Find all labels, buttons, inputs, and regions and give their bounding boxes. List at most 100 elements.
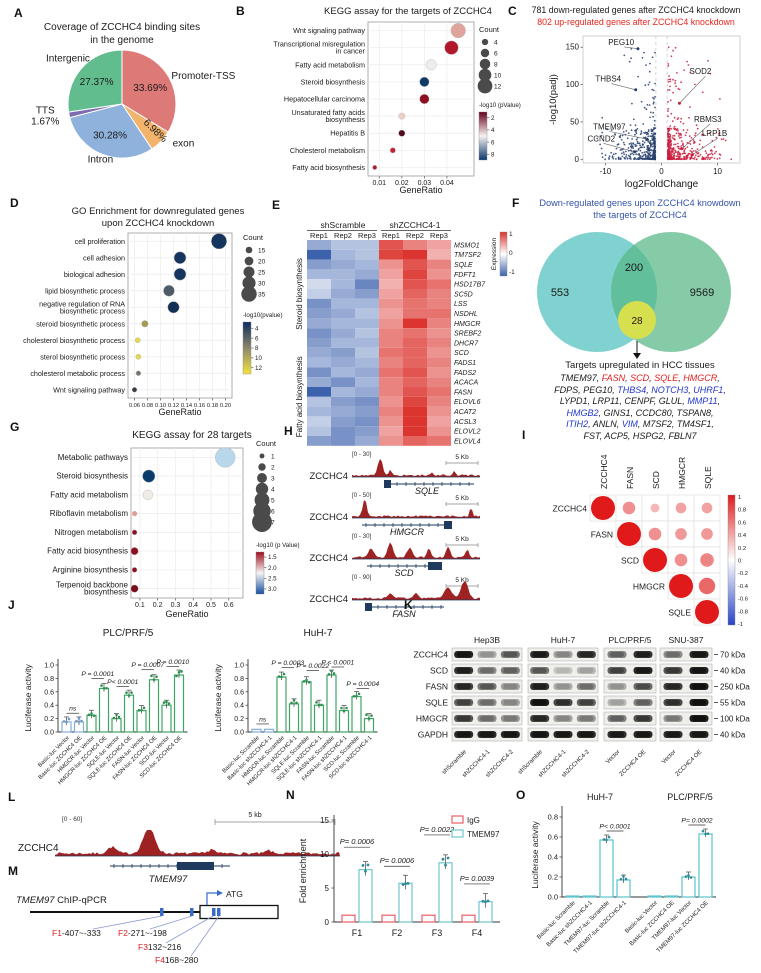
x-tick: 0.2: [153, 602, 163, 609]
corr-row-HMGCR: HMGCR: [633, 582, 665, 592]
y-tick: 10: [320, 850, 329, 859]
heatmap-cell: [331, 240, 355, 250]
bar-HMGCR-luc ZCCHC4 OE: [98, 687, 110, 733]
band-GAPDH-lane1: [454, 731, 474, 738]
dot-cholesterol biosynthetic process: [134, 337, 141, 344]
panel-j2-title: HuH-7: [303, 628, 333, 639]
heatmap-cell: [355, 308, 379, 319]
band-SQLE-lane6: [576, 699, 596, 706]
heatmap-cell: [379, 289, 403, 299]
pie-slice-Intergenic: [67, 49, 123, 113]
heatmap-cell: [427, 426, 451, 436]
heatmap-cell: [379, 259, 403, 270]
gene-point-PEG10: [636, 47, 640, 51]
legend-count-value: 8: [494, 61, 498, 68]
band-SCD-lane1: [454, 667, 474, 674]
heatmap-cell: [355, 426, 379, 436]
x-category-F2: F2: [392, 928, 403, 938]
category-label: Hepatocellular carcinoma: [284, 95, 365, 104]
heatmap-cell: [307, 406, 331, 417]
y-tick: 0.4: [548, 853, 558, 862]
panel-label-o: O: [516, 788, 526, 802]
band-SQLE-lane4: [530, 699, 550, 706]
rep-label: Rep3: [430, 231, 448, 240]
corr-dot-FASN-SCD: [648, 527, 662, 541]
band-FASN-lane7: [607, 683, 627, 690]
heatmap-cell: [355, 318, 379, 329]
heatmap-cell: [331, 377, 355, 387]
heatmap-cell: [331, 426, 355, 436]
category-label: Hepatitis B: [330, 129, 365, 138]
band-SCD-lane7: [607, 667, 627, 674]
separator: ,: [596, 373, 602, 383]
y-tick: 0: [575, 155, 580, 164]
heatmap-cell: [355, 377, 379, 387]
lane-label: ZCCHC4 OE: [619, 749, 648, 778]
category-label: cell adhesion: [83, 253, 125, 262]
gene-THBS4: THBS4: [617, 384, 647, 395]
separator: ,: [723, 384, 726, 395]
legend-color-tick: 4: [491, 127, 495, 134]
dot-cell adhesion: [173, 251, 187, 264]
gene-label-THBS4: THBS4: [595, 75, 621, 84]
scale-label: 5 Kb: [455, 495, 469, 502]
gene-label-PEG10: PEG10: [608, 38, 634, 47]
p-value-annotation: P = 0.0003: [271, 660, 304, 667]
heatmap-cell: [355, 387, 379, 397]
heatmap-cell: [403, 318, 427, 329]
panel-label-i: I: [522, 428, 526, 442]
protein-label-FASN: FASN: [426, 682, 448, 692]
separator: ,: [612, 384, 618, 395]
chipseq-peak-signal: [352, 459, 480, 477]
scale-label: 5 kb: [248, 812, 261, 819]
y-tick: 0: [325, 918, 330, 927]
dot-Terpenoid backbone: [130, 584, 139, 593]
gene-FST: FST: [583, 430, 600, 441]
pie-slice-Promoter-TSS: [121, 49, 177, 133]
atg-label: ATG: [226, 889, 243, 899]
legend-count-value: 7: [271, 519, 275, 526]
pie-pct-TTS: 1.67%: [31, 117, 59, 128]
gene-FASN: FASN: [601, 373, 626, 383]
heatmap-cell: [427, 289, 451, 299]
band-FASN-lane8: [633, 683, 653, 690]
heatmap-cell: [355, 416, 379, 427]
dot-Steroid biosynthesis: [419, 76, 430, 87]
heatmap-cell: [331, 318, 355, 329]
gene-NOTCH3: NOTCH3: [651, 384, 689, 395]
legend-count-dot: [244, 256, 254, 266]
legend-count-dot: [243, 266, 255, 278]
rep-label: Rep2: [406, 231, 424, 240]
x-tick: 0.5: [206, 602, 216, 609]
rep-label: Rep1: [310, 231, 328, 240]
heatmap-cell: [355, 436, 379, 446]
category-label: cholesterol biosynthetic process: [23, 336, 125, 345]
category-label: Cholesterol metabolism: [290, 146, 365, 155]
panel-h-tracks: [0 - 30] ZCCHC4 5 Kb SQLE [0 - 50] ZCCHC4 5 Kb…: [309, 451, 480, 619]
panel-a-title-2: in the genome: [90, 35, 154, 46]
band-SCD-lane9: [663, 667, 683, 674]
arrow-down-icon: [633, 353, 641, 359]
band-GAPDH-lane2: [477, 731, 497, 738]
dot-Nitrogen metabolism: [131, 529, 138, 536]
panel-label-b: B: [236, 4, 245, 18]
separator: ,: [625, 373, 631, 383]
gene-exon-block: [444, 521, 452, 529]
y-tick: 0.6: [548, 833, 558, 842]
bar-FASN-luc Scramble: [326, 674, 337, 733]
bar-SCD-luc Scramble: [351, 695, 362, 733]
legend-count-value: 12: [494, 83, 502, 90]
dot-Steroid biosynthesis: [142, 469, 156, 483]
row-group-label: Fatty acid biosynthesis: [295, 356, 304, 437]
bar-TMEM97-F3: [438, 862, 453, 923]
panel-a-pie: Promoter-TSS33.69%exon6.98%Intron30.28%T…: [31, 49, 236, 165]
fragment-label-F4: F4168~280: [155, 955, 199, 965]
x-tick: 0.12: [168, 403, 179, 409]
x-axis-label: log2FoldChange: [625, 179, 699, 190]
heatmap-cell: [331, 347, 355, 358]
gene-CCDC80: CCDC80: [635, 407, 672, 418]
expression-tick: 0: [509, 250, 513, 257]
corr-dot-SCD-SCD: [643, 548, 667, 572]
gene-label-SOD2: SOD2: [690, 67, 712, 76]
track-name: ZCCHC4: [309, 594, 348, 605]
